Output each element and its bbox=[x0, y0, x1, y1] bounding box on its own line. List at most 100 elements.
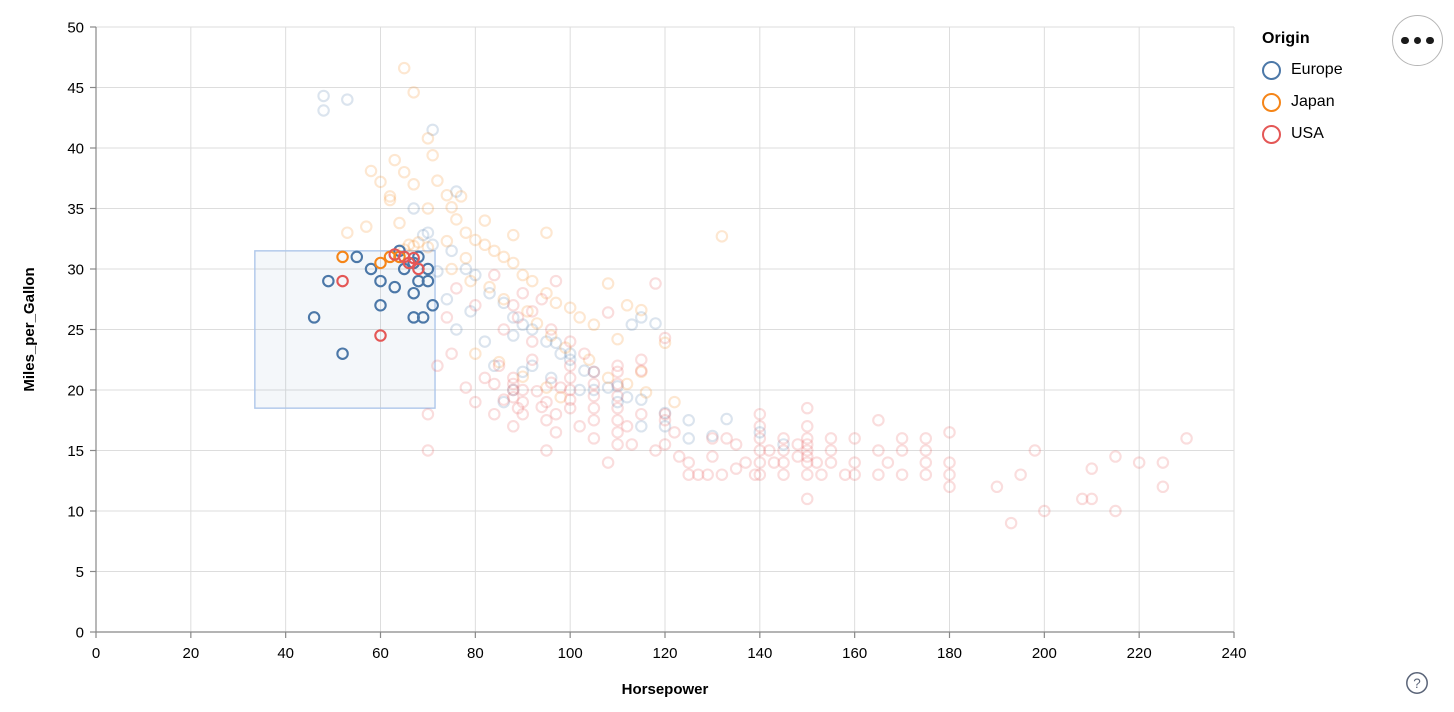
data-point[interactable] bbox=[492, 359, 506, 373]
data-point[interactable] bbox=[753, 444, 767, 457]
data-point[interactable] bbox=[1038, 504, 1051, 518]
data-point[interactable] bbox=[800, 438, 814, 451]
data-point[interactable] bbox=[421, 407, 435, 421]
data-point[interactable] bbox=[1156, 480, 1170, 494]
data-point[interactable] bbox=[573, 383, 586, 397]
data-point[interactable] bbox=[412, 274, 425, 288]
data-point[interactable] bbox=[497, 296, 511, 310]
data-point[interactable] bbox=[563, 347, 577, 360]
data-point[interactable] bbox=[516, 318, 529, 331]
data-point[interactable] bbox=[838, 468, 852, 481]
data-point[interactable] bbox=[540, 335, 553, 348]
data-point[interactable] bbox=[483, 280, 496, 294]
data-point[interactable] bbox=[426, 149, 439, 162]
data-point[interactable] bbox=[587, 365, 601, 379]
data-point[interactable] bbox=[497, 292, 511, 306]
data-point[interactable] bbox=[635, 420, 648, 433]
data-point[interactable] bbox=[336, 347, 349, 360]
data-point[interactable] bbox=[507, 299, 520, 312]
data-point[interactable] bbox=[341, 226, 354, 239]
data-point[interactable] bbox=[777, 468, 790, 481]
data-point[interactable] bbox=[540, 286, 553, 300]
data-point[interactable] bbox=[1014, 468, 1027, 481]
data-point[interactable] bbox=[412, 236, 425, 249]
data-point[interactable] bbox=[554, 381, 567, 394]
data-point[interactable] bbox=[383, 190, 397, 203]
data-point[interactable] bbox=[1180, 432, 1193, 445]
data-point[interactable] bbox=[990, 480, 1004, 494]
data-point[interactable] bbox=[658, 406, 672, 420]
data-point[interactable] bbox=[450, 323, 463, 336]
data-point[interactable] bbox=[544, 329, 558, 342]
data-point[interactable] bbox=[374, 175, 387, 189]
data-point[interactable] bbox=[540, 444, 553, 457]
data-point[interactable] bbox=[748, 468, 762, 481]
data-point[interactable] bbox=[720, 412, 733, 426]
data-point[interactable] bbox=[507, 329, 520, 342]
data-point[interactable] bbox=[421, 444, 435, 457]
data-point[interactable] bbox=[402, 238, 416, 252]
data-point[interactable] bbox=[516, 268, 529, 282]
data-point[interactable] bbox=[440, 311, 454, 324]
data-point[interactable] bbox=[668, 426, 681, 439]
data-point[interactable] bbox=[388, 248, 401, 261]
points-selected[interactable] bbox=[307, 244, 439, 360]
data-point[interactable] bbox=[611, 426, 624, 439]
data-point[interactable] bbox=[544, 323, 558, 336]
data-point[interactable] bbox=[611, 365, 624, 379]
data-point[interactable] bbox=[407, 178, 420, 191]
data-point[interactable] bbox=[469, 299, 482, 312]
data-point[interactable] bbox=[620, 299, 634, 312]
data-point[interactable] bbox=[611, 380, 624, 393]
data-point[interactable] bbox=[919, 432, 933, 445]
data-point[interactable] bbox=[682, 413, 695, 427]
data-point[interactable] bbox=[753, 407, 767, 421]
data-point[interactable] bbox=[445, 201, 458, 214]
data-point[interactable] bbox=[715, 230, 729, 243]
data-point[interactable] bbox=[459, 251, 473, 265]
data-point[interactable] bbox=[544, 371, 558, 385]
data-point[interactable] bbox=[426, 238, 439, 252]
data-point[interactable] bbox=[563, 335, 577, 348]
data-point[interactable] bbox=[682, 456, 695, 469]
data-point[interactable] bbox=[810, 456, 823, 469]
data-point[interactable] bbox=[872, 413, 885, 427]
data-point[interactable] bbox=[658, 336, 672, 350]
data-point[interactable] bbox=[729, 438, 743, 451]
data-point[interactable] bbox=[497, 250, 511, 264]
data-point[interactable] bbox=[540, 413, 553, 427]
data-point[interactable] bbox=[682, 468, 695, 481]
data-point[interactable] bbox=[507, 420, 520, 433]
data-point[interactable] bbox=[800, 468, 814, 481]
data-point[interactable] bbox=[388, 153, 401, 167]
data-point[interactable] bbox=[374, 256, 387, 270]
data-point[interactable] bbox=[549, 336, 563, 350]
data-point[interactable] bbox=[601, 277, 615, 290]
chart-actions-menu-button[interactable] bbox=[1392, 15, 1443, 66]
data-point[interactable] bbox=[421, 132, 435, 145]
data-point[interactable] bbox=[431, 174, 444, 187]
data-point[interactable] bbox=[639, 386, 653, 399]
data-point[interactable] bbox=[777, 438, 790, 451]
brush-rect[interactable] bbox=[254, 250, 436, 409]
data-point[interactable] bbox=[412, 262, 425, 276]
data-point[interactable] bbox=[535, 292, 548, 306]
data-point[interactable] bbox=[720, 432, 733, 445]
data-point[interactable] bbox=[478, 335, 492, 348]
data-point[interactable] bbox=[525, 323, 539, 336]
data-point[interactable] bbox=[635, 393, 648, 406]
data-point[interactable] bbox=[525, 274, 539, 288]
data-point[interactable] bbox=[1109, 504, 1122, 518]
legend-item-japan[interactable]: Japan bbox=[1262, 86, 1422, 118]
data-point[interactable] bbox=[431, 359, 444, 373]
data-point[interactable] bbox=[824, 444, 838, 457]
data-point[interactable] bbox=[800, 420, 814, 433]
data-point[interactable] bbox=[658, 420, 672, 433]
data-point[interactable] bbox=[563, 301, 577, 314]
data-point[interactable] bbox=[407, 86, 420, 99]
data-point[interactable] bbox=[483, 286, 496, 300]
data-point[interactable] bbox=[445, 262, 458, 276]
legend-item-europe[interactable]: Europe bbox=[1262, 54, 1422, 86]
data-point[interactable] bbox=[701, 468, 714, 481]
data-point[interactable] bbox=[549, 296, 563, 310]
